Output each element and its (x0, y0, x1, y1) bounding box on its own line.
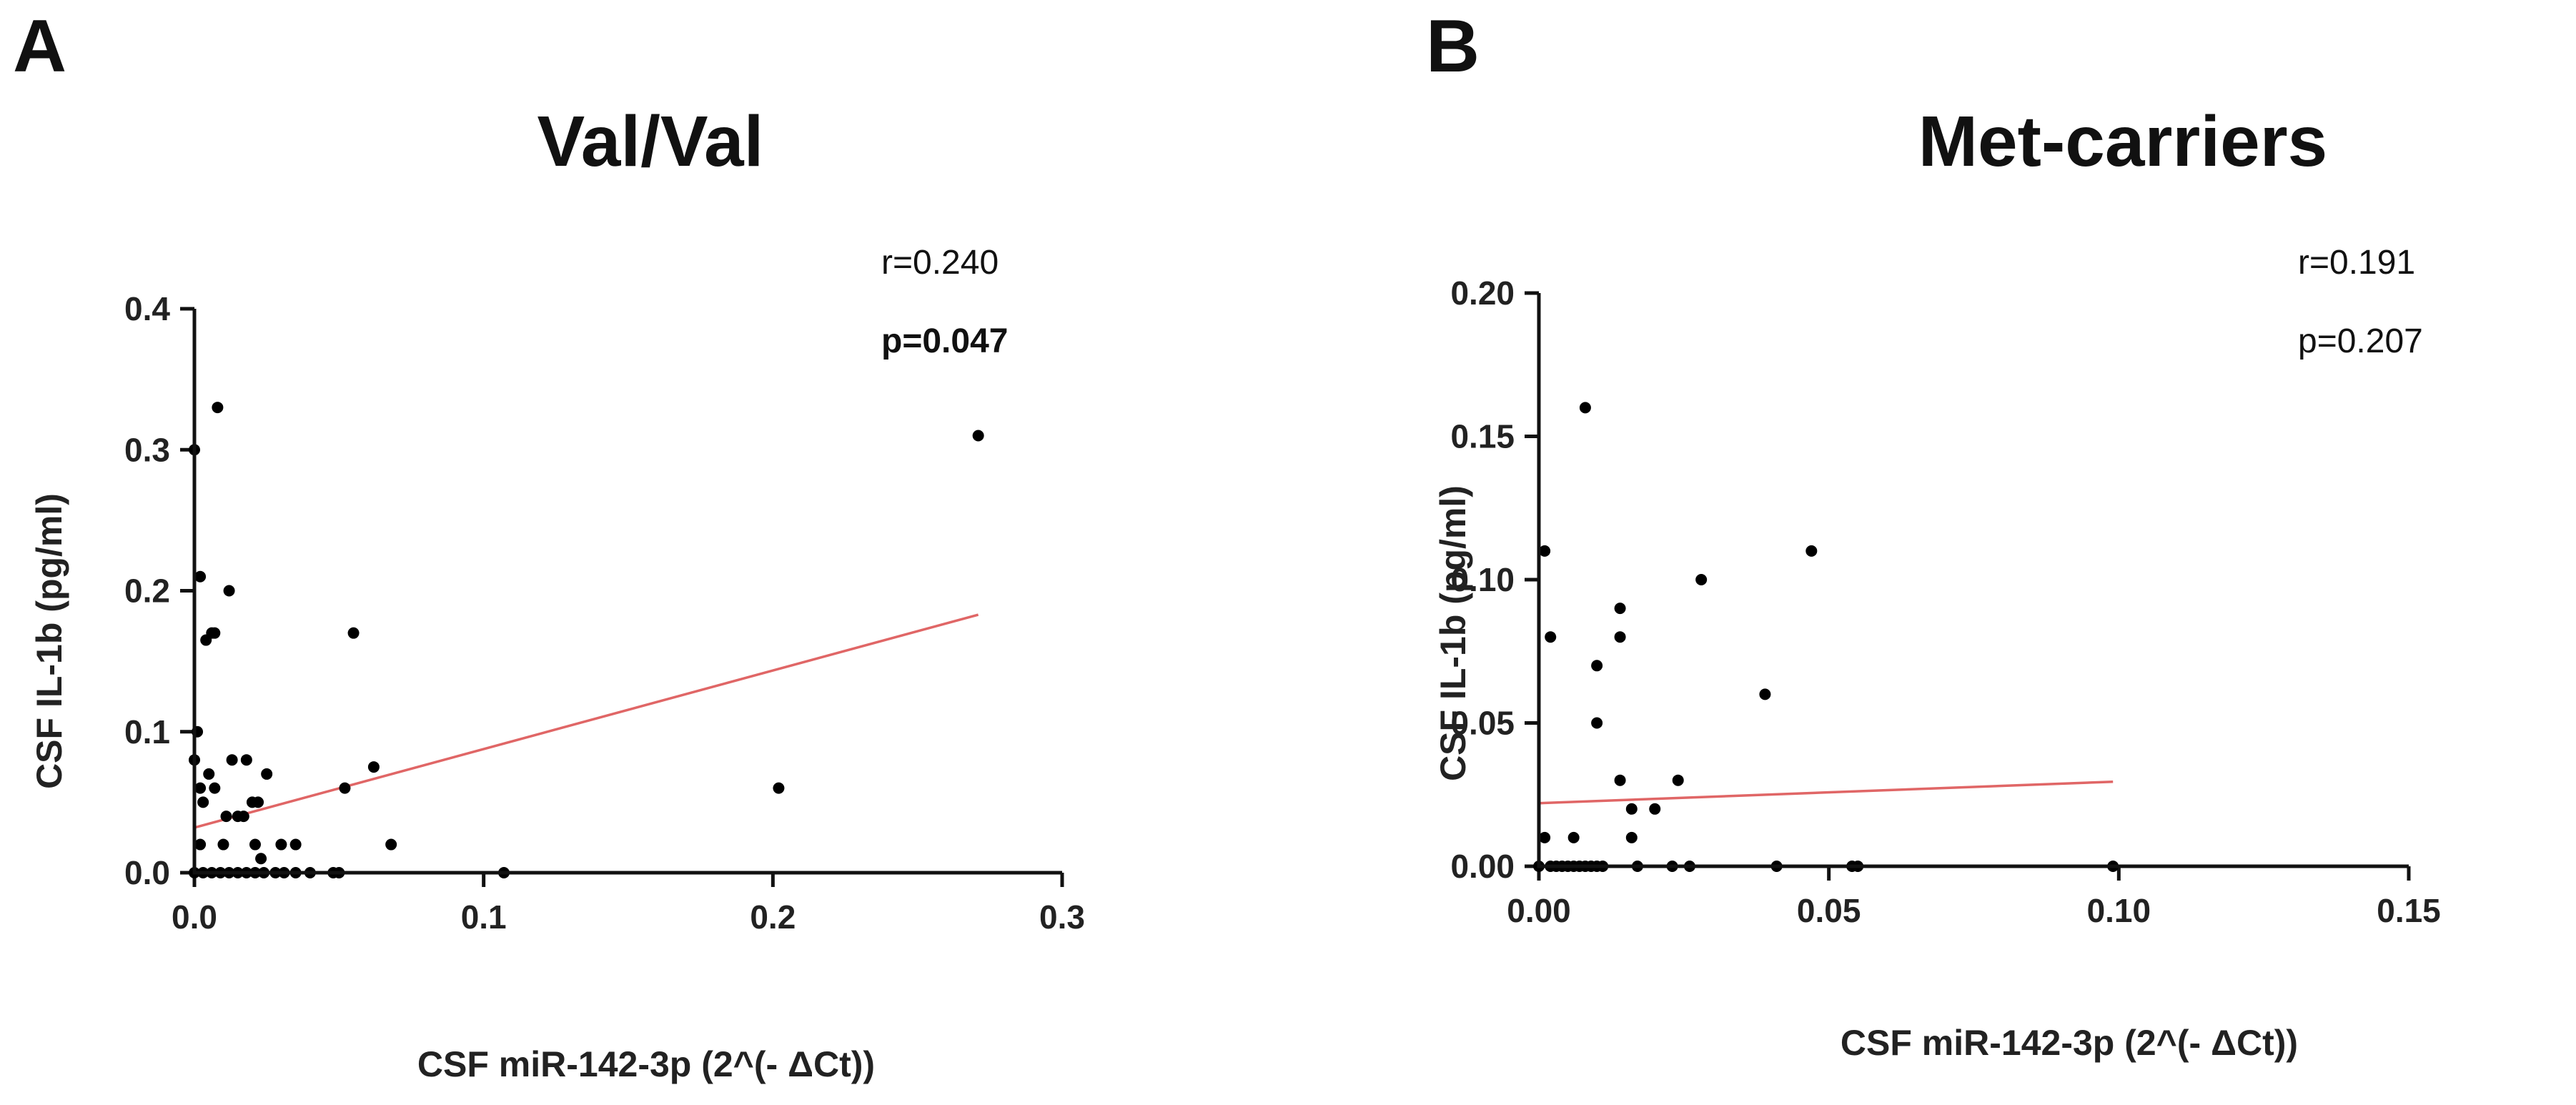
y-tick-label: 0.3 (124, 431, 170, 468)
data-point (347, 627, 360, 639)
data-point (217, 838, 229, 851)
data-point (1539, 545, 1551, 557)
x-tick-label: 0.3 (1039, 898, 1085, 936)
axis-ticks: 0.00 0.05 0.10 0.15 0.20 0.00 0.05 0.10 0.15 (1450, 274, 2440, 929)
data-point (1591, 717, 1603, 729)
regression-line (194, 613, 979, 829)
data-point (1805, 545, 1818, 557)
panel-title: Val/Val (538, 101, 764, 182)
data-point (1625, 803, 1638, 815)
y-tick-label: 0.10 (1450, 561, 1515, 598)
data-point (226, 754, 238, 766)
y-tick-label: 0.20 (1450, 274, 1515, 312)
panel-b: B Met-carriers r=0.191 p=0.207 CSF IL-1b… (1426, 5, 2441, 1063)
x-tick-label: 0.10 (2087, 892, 2151, 929)
y-tick-label: 0.15 (1450, 418, 1515, 455)
y-tick-label: 0.05 (1450, 705, 1515, 742)
y-tick-label: 0.0 (124, 854, 170, 891)
data-point (261, 768, 273, 780)
y-tick-label: 0.2 (124, 573, 170, 610)
data-point (240, 754, 252, 766)
data-point (385, 838, 397, 851)
data-point (275, 838, 287, 851)
data-point (1649, 803, 1661, 815)
stat-p: p=0.047 (881, 322, 1008, 360)
data-point (339, 782, 351, 794)
x-tick-label: 0.15 (2377, 892, 2441, 929)
x-tick-label: 0.05 (1797, 892, 1861, 929)
data-point (223, 585, 235, 597)
panel-a: A Val/Val r=0.240 p=0.047 CSF IL-1b (pg/… (13, 5, 1085, 1084)
data-point (197, 796, 209, 808)
data-point (237, 811, 249, 823)
axis-ticks: 0.0 0.1 0.2 0.3 0.4 0.0 0.1 0.2 0.3 (124, 290, 1085, 936)
panel-letter: B (1426, 5, 1480, 88)
scatter-points (189, 402, 984, 878)
panel-title: Met-carriers (1918, 101, 2328, 182)
data-point (1672, 774, 1684, 786)
data-point (194, 838, 207, 851)
data-point (1545, 631, 1557, 643)
data-point (194, 782, 207, 794)
panel-letter: A (13, 5, 66, 88)
x-tick-label: 0.0 (172, 898, 217, 936)
data-point (1695, 574, 1708, 585)
data-point (1591, 660, 1603, 672)
data-point (212, 402, 224, 414)
x-axis-label: CSF miR-142-3p (2^(- ΔCt)) (1841, 1023, 2298, 1063)
y-axis-label: CSF IL-1b (pg/ml) (29, 493, 69, 789)
x-tick-label: 0.00 (1507, 892, 1571, 929)
data-point (1614, 603, 1626, 615)
data-point (255, 853, 267, 865)
data-point (209, 627, 221, 639)
data-point (972, 430, 984, 442)
data-point (252, 796, 264, 808)
x-axis-label: CSF miR-142-3p (2^(- ΔCt)) (417, 1044, 875, 1084)
data-point (1625, 831, 1638, 843)
data-point (773, 782, 785, 794)
stat-r: r=0.191 (2298, 244, 2415, 282)
data-point (249, 838, 261, 851)
data-point (1614, 631, 1626, 643)
data-point (1759, 688, 1771, 700)
data-point (209, 782, 221, 794)
x-tick-label: 0.2 (750, 898, 796, 936)
y-tick-label: 0.1 (124, 713, 170, 750)
data-point (1614, 774, 1626, 786)
data-point (220, 811, 232, 823)
data-point (1567, 831, 1580, 843)
data-point (203, 768, 215, 780)
stat-p: p=0.207 (2298, 322, 2423, 360)
data-point (194, 570, 207, 583)
data-point (367, 761, 380, 773)
data-point (1539, 831, 1551, 843)
y-tick-label: 0.00 (1450, 848, 1515, 885)
regression-line (1538, 780, 2114, 805)
y-axis-label: CSF IL-1b (pg/ml) (1433, 485, 1473, 781)
data-point (1579, 402, 1591, 414)
y-tick-label: 0.4 (124, 290, 170, 327)
stat-r: r=0.240 (881, 244, 999, 282)
axis-lines (1537, 293, 2409, 868)
data-point (289, 838, 302, 851)
axis-lines (192, 309, 1062, 875)
x-tick-label: 0.1 (461, 898, 507, 936)
scatter-points (1533, 402, 2119, 872)
